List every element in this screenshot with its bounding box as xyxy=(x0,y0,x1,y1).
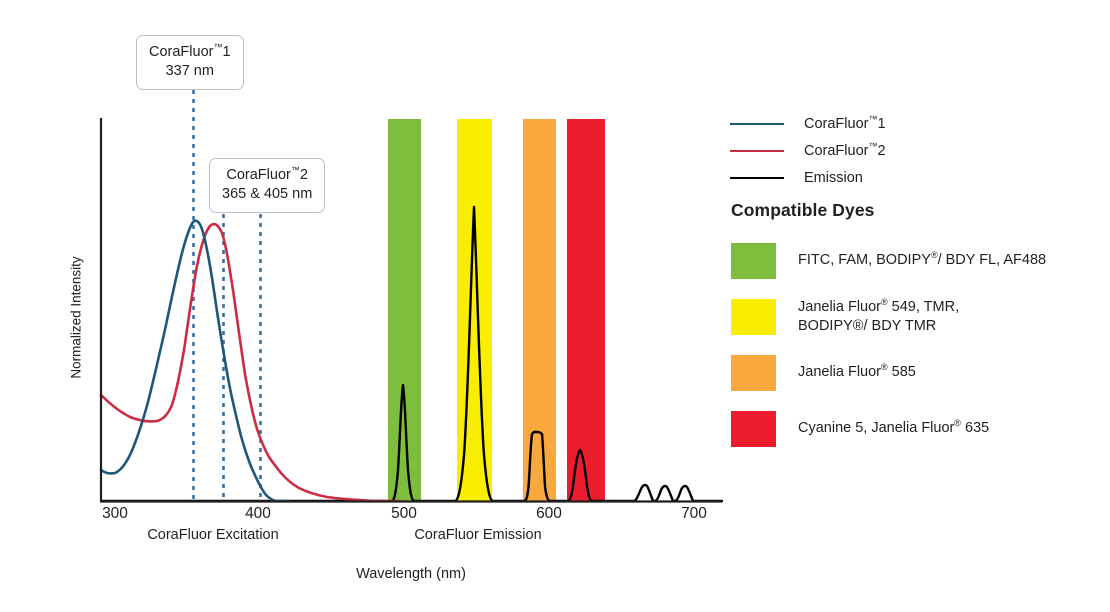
orange-band-rect xyxy=(523,119,556,501)
corafluor2-excitation-curve xyxy=(99,222,402,503)
legend-line-swatch-emission xyxy=(730,176,784,179)
x-tick-label-300: 300 xyxy=(102,505,128,522)
dye-item-green: FITC, FAM, BODIPY®/ BDY FL, AF488 xyxy=(731,233,1081,289)
legend-item-emission: Emission xyxy=(730,164,1060,191)
legend-label-corafluor1: CoraFluor™1 xyxy=(804,113,886,132)
yellow-band-rect xyxy=(457,119,492,501)
corafluor1-excitation-curve xyxy=(99,219,292,503)
legend-line-swatch-corafluor2 xyxy=(730,149,784,152)
excitation-range-label: CoraFluor Excitation xyxy=(147,527,279,543)
callout-corafluor2: CoraFluor™2 365 & 405 nm xyxy=(209,158,326,214)
emission-curve xyxy=(99,205,724,503)
legend-item-corafluor1: CoraFluor™1 xyxy=(730,110,1060,137)
dye-item-yellow: Janelia Fluor® 549, TMR, BODIPY®/ BDY TM… xyxy=(731,289,1081,345)
dye-item-orange: Janelia Fluor® 585 xyxy=(731,345,1081,401)
excitation-marker-group xyxy=(192,90,262,501)
dye-swatch-green xyxy=(731,243,776,279)
x-axis-label: Wavelength (nm) xyxy=(356,566,466,582)
legend-line-swatch-corafluor1 xyxy=(730,122,784,125)
dye-swatch-yellow xyxy=(731,299,776,335)
emission-range-label: CoraFluor Emission xyxy=(414,527,542,543)
callout-corafluor2-value: 365 & 405 nm xyxy=(222,186,313,203)
dye-label-green: FITC, FAM, BODIPY®/ BDY FL, AF488 xyxy=(798,250,1047,269)
x-tick-label-500: 500 xyxy=(391,505,417,522)
x-tick-label-400: 400 xyxy=(245,505,271,522)
callout-corafluor1: CoraFluor™1 337 nm xyxy=(136,35,244,91)
x-tick-label-600: 600 xyxy=(536,505,562,522)
callout-corafluor2-title: CoraFluor™2 xyxy=(226,165,308,183)
callout-corafluor1-value: 337 nm xyxy=(165,63,214,80)
compatible-dyes-title: Compatible Dyes xyxy=(731,200,875,220)
dye-label-orange: Janelia Fluor® 585 xyxy=(798,362,916,381)
legend-item-corafluor2: CoraFluor™2 xyxy=(730,137,1060,164)
callout-corafluor1-title: CoraFluor™1 xyxy=(149,42,231,60)
green-band-rect xyxy=(388,119,421,501)
dye-label-red: Cyanine 5, Janelia Fluor® 635 xyxy=(798,418,990,437)
legend-label-corafluor2: CoraFluor™2 xyxy=(804,140,886,159)
y-axis-label: Normalized Intensity xyxy=(68,256,84,379)
red-band-rect xyxy=(567,119,605,501)
legend-label-emission: Emission xyxy=(804,169,863,186)
dye-swatch-orange xyxy=(731,355,776,391)
dye-swatch-red xyxy=(731,411,776,447)
line-legend: CoraFluor™1 CoraFluor™2 Emission xyxy=(730,110,1060,191)
x-tick-label-700: 700 xyxy=(681,505,707,522)
emission-band-group xyxy=(388,119,605,501)
compatible-dyes-legend: FITC, FAM, BODIPY®/ BDY FL, AF488 Janeli… xyxy=(731,233,1081,457)
dye-label-yellow: Janelia Fluor® 549, TMR, BODIPY®/ BDY TM… xyxy=(798,296,960,334)
dye-item-red: Cyanine 5, Janelia Fluor® 635 xyxy=(731,401,1081,457)
